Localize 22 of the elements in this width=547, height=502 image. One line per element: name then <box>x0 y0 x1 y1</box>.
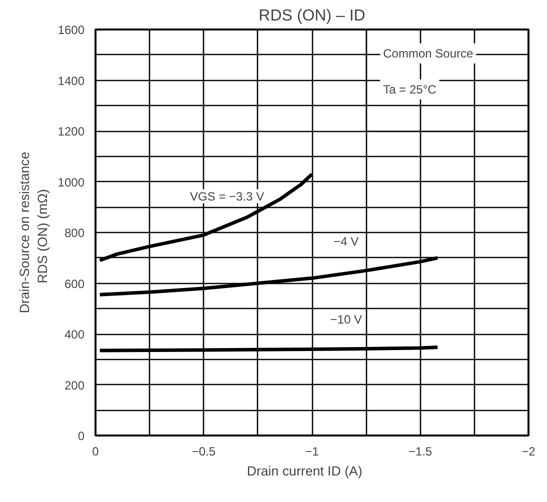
y-tick-label: 400 <box>64 328 85 342</box>
annotation: Ta = 25°C <box>383 82 437 96</box>
x-tick-label: −1.5 <box>408 444 432 458</box>
y-tick-label: 600 <box>64 276 85 291</box>
y-tick-label: 1600 <box>58 23 85 37</box>
y-tick-label: 0 <box>78 429 85 443</box>
y-tick-label: 1400 <box>58 74 85 88</box>
series-label: −10 V <box>330 312 362 327</box>
annotation: Common Source <box>383 46 474 60</box>
y-tick-label: 1000 <box>58 175 85 190</box>
x-tick-label: −0.5 <box>192 444 216 458</box>
y-axis-title: Drain-Source on resistance RDS (ON) (mΩ) <box>16 152 50 314</box>
y-tick-label: 1200 <box>58 124 85 138</box>
series-label: VGS = −3.3 V <box>190 189 264 204</box>
x-axis-title: Drain current ID (A) <box>246 464 362 478</box>
x-tick-label: −1 <box>305 444 320 458</box>
y-tick-label: 800 <box>64 226 85 240</box>
chart-title: RDS (ON) – ID <box>258 8 366 24</box>
x-tick-label: 0 <box>92 444 100 458</box>
series-label: −4 V <box>334 234 359 249</box>
x-tick-label: −2 <box>522 444 536 458</box>
y-tick-label: 200 <box>64 378 85 392</box>
